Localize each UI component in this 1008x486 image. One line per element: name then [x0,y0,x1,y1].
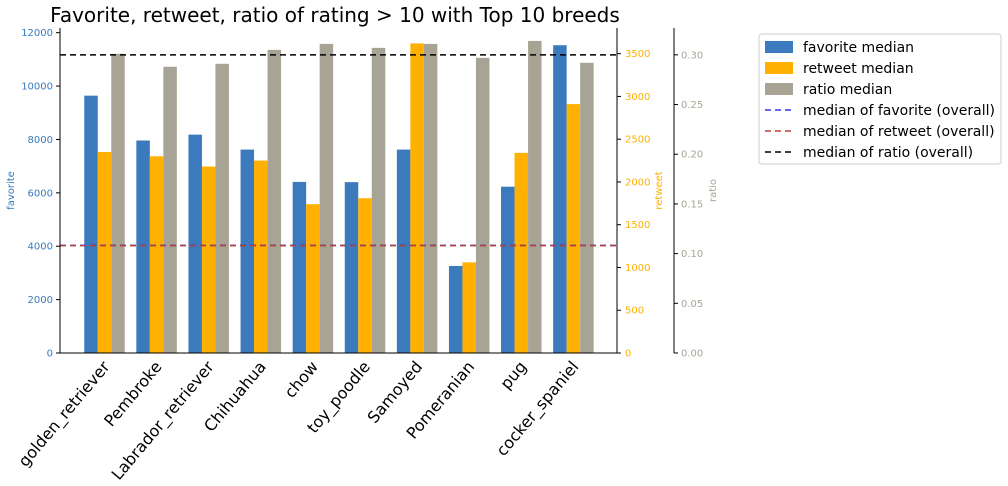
favorite-tick-label: 10000 [21,82,53,93]
bar-ratio-cocker_spaniel [580,62,594,353]
bar-favorite-Pembroke [136,140,150,353]
retweet-tick-label: 0 [625,349,631,360]
retweet-axis-label: retweet [654,171,665,209]
bar-ratio-toy_poodle [371,47,386,353]
ratio-tick-label: 0.00 [681,349,703,360]
bar-favorite-cocker_spaniel [553,45,567,354]
ratio-tick-label: 0.15 [681,199,703,210]
bar-ratio-Samoyed [423,43,438,354]
bar-retweet-cocker_spaniel [566,104,581,353]
bar-retweet-Samoyed [410,43,424,353]
bar-favorite-Chihuahua [240,149,255,353]
x-tick-label: pug [496,357,530,393]
ratio-axis-label: ratio [708,179,719,202]
ratio-tick-label: 0.20 [681,150,703,161]
bar-ratio-pug [528,40,542,353]
x-tick-label: chow [281,357,322,401]
favorite-tick-label: 12000 [21,28,53,39]
legend: favorite median retweet median ratio media… [758,33,1002,165]
legend-box [758,33,1002,165]
ratio-tick-label: 0.30 [681,50,703,61]
bar-favorite-Labrador_retriever [188,134,202,353]
bar-ratio-Labrador_retriever [215,63,229,353]
favorite-tick-label: 8000 [28,135,53,146]
bar-favorite-Samoyed [396,149,411,353]
favorite-tick-label: 2000 [28,295,53,306]
retweet-tick-label: 2500 [625,135,650,146]
bar-retweet-Chihuahua [254,160,268,353]
favorite-axis-label: favorite [6,171,17,210]
bar-ratio-golden_retriever [111,53,125,354]
favorite-tick-label: 0 [47,349,53,360]
plot-area: golden_retrieverPembrokeLabrador_retriev… [6,28,719,484]
legend-swatch [765,41,793,53]
bar-favorite-toy_poodle [344,182,359,353]
retweet-tick-label: 3000 [625,92,650,103]
x-tick-label: golden_retriever [14,357,114,471]
bar-ratio-Pomeranian [475,57,490,353]
bar-favorite-Pomeranian [448,265,463,353]
legend-label: median of favorite (overall) [803,103,995,119]
ratio-tick-label: 0.10 [681,249,703,260]
bar-ratio-Chihuahua [267,49,282,353]
legend-label: median of ratio (overall) [803,145,973,161]
bar-favorite-chow [292,181,307,353]
retweet-tick-label: 3500 [625,49,650,60]
bar-ratio-chow [319,43,334,354]
bar-favorite-pug [501,186,515,353]
legend-label: median of retweet (overall) [803,124,995,140]
bar-retweet-Pembroke [149,156,164,353]
bar-ratio-Pembroke [163,66,177,353]
favorite-tick-label: 6000 [28,188,53,199]
bar-favorite-golden_retriever [84,95,98,353]
retweet-tick-label: 1000 [625,263,650,274]
legend-swatch [765,62,793,74]
retweet-tick-label: 500 [625,306,644,317]
legend-label: retweet median [803,61,914,77]
bar-retweet-Labrador_retriever [201,166,216,353]
bar-retweet-pug [514,152,529,353]
ratio-tick-label: 0.05 [681,299,703,310]
retweet-tick-label: 1500 [625,220,650,231]
legend-label: favorite median [803,40,914,56]
bar-retweet-chow [306,204,320,353]
retweet-tick-label: 2000 [625,177,650,188]
ratio-tick-label: 0.25 [681,100,703,111]
bar-retweet-toy_poodle [358,198,372,353]
bar-retweet-Pomeranian [462,262,476,353]
bar-retweet-golden_retriever [97,152,112,353]
chart-title: Favorite, retweet, ratio of rating > 10 … [50,3,620,27]
legend-label: ratio median [803,82,892,98]
legend-swatch [765,83,793,95]
favorite-tick-label: 4000 [28,242,53,253]
